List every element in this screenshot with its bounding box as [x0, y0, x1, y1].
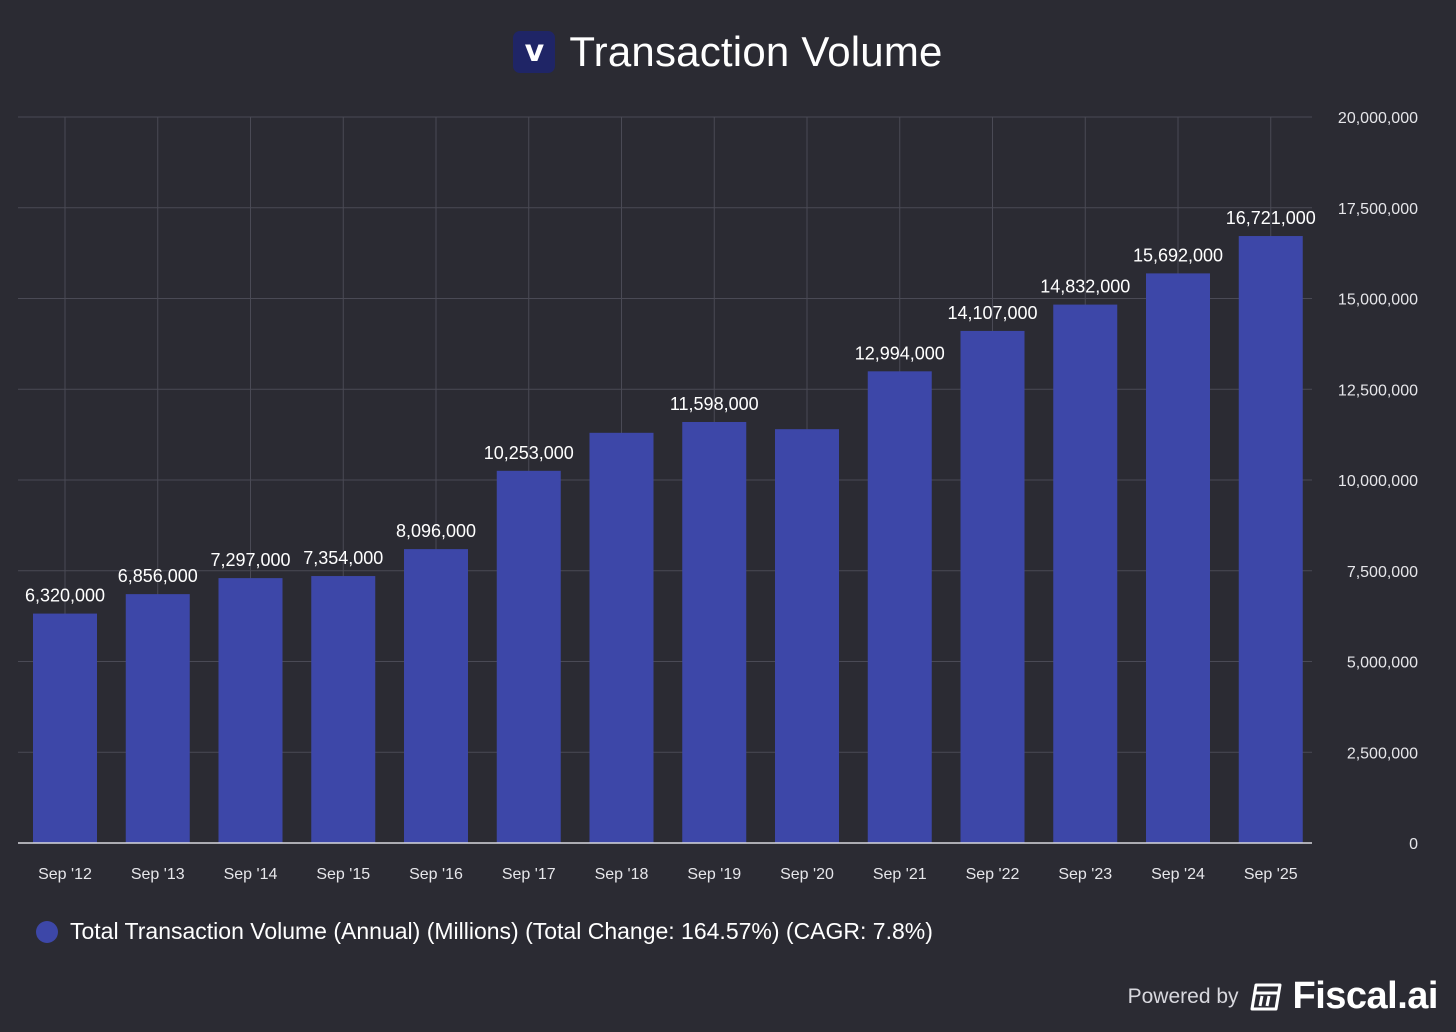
- bar: [496, 470, 561, 843]
- y-tick-label: 7,500,000: [1347, 564, 1418, 581]
- y-tick-label: 15,000,000: [1338, 292, 1418, 309]
- data-label: 7,354,000: [303, 548, 383, 568]
- bar: [1238, 236, 1303, 843]
- bar: [33, 613, 97, 843]
- data-label: 6,856,000: [118, 566, 198, 586]
- legend-label: Total Transaction Volume (Annual) (Milli…: [70, 918, 933, 944]
- brand-name: Fiscal.ai: [1292, 975, 1439, 1017]
- legend-swatch: [36, 920, 58, 943]
- data-label: 12,994,000: [855, 343, 945, 363]
- data-label: 6,320,000: [25, 586, 105, 606]
- bar: [682, 421, 747, 843]
- y-tick-label: 17,500,000: [1338, 201, 1418, 218]
- legend[interactable]: Total Transaction Volume (Annual) (Milli…: [36, 918, 933, 945]
- x-tick-label: Sep '15: [316, 866, 370, 883]
- x-tick-label: Sep '18: [595, 866, 649, 883]
- data-label: 14,107,000: [947, 303, 1037, 323]
- data-label: 10,253,000: [484, 443, 574, 463]
- data-label: 14,832,000: [1040, 277, 1130, 297]
- company-logo: v: [513, 31, 556, 73]
- bar: [311, 576, 376, 843]
- powered-by-text: Powered by: [1127, 984, 1239, 1008]
- bar: [775, 429, 839, 843]
- bar: [125, 594, 190, 843]
- data-label: 7,297,000: [210, 550, 290, 570]
- bar: [1053, 304, 1118, 843]
- bar: [404, 549, 468, 843]
- data-label: 16,721,000: [1226, 208, 1316, 228]
- y-tick-label: 12,500,000: [1338, 382, 1418, 399]
- x-tick-label: Sep '21: [873, 866, 927, 883]
- y-tick-label: 0: [1409, 836, 1418, 853]
- y-tick-label: 2,500,000: [1347, 745, 1418, 762]
- y-tick-label: 5,000,000: [1347, 655, 1418, 672]
- data-label: 11,598,000: [670, 394, 759, 414]
- x-tick-label: Sep '17: [502, 866, 556, 883]
- x-tick-label: Sep '12: [38, 866, 92, 883]
- x-tick-label: Sep '20: [780, 866, 834, 883]
- chart-header: v Transaction Volume: [0, 28, 1456, 76]
- bar: [218, 578, 283, 843]
- calculator-icon: [1250, 983, 1282, 1010]
- x-tick-label: Sep '24: [1151, 866, 1205, 883]
- x-tick-label: Sep '25: [1244, 866, 1298, 883]
- y-tick-label: 10,000,000: [1338, 473, 1418, 490]
- bar: [960, 330, 1025, 843]
- bar: [867, 371, 932, 843]
- x-tick-label: Sep '16: [409, 866, 463, 883]
- x-tick-label: Sep '14: [224, 866, 278, 883]
- x-tick-label: Sep '23: [1058, 866, 1112, 883]
- powered-by-footer[interactable]: Powered by Fiscal.ai: [1127, 975, 1439, 1018]
- bar-chart: 0 2,500,000 5,000,000 7,500,000 10,000,000 12…: [18, 110, 1418, 883]
- data-label: 8,096,000: [396, 521, 476, 541]
- x-tick-label: Sep '13: [131, 866, 185, 883]
- company-logo-letter: v: [524, 34, 545, 69]
- bar: [589, 432, 654, 843]
- chart-title: Transaction Volume: [569, 28, 943, 75]
- data-label: 15,692,000: [1133, 245, 1223, 265]
- x-tick-label: Sep '19: [687, 866, 741, 883]
- bar: [1146, 273, 1210, 844]
- x-tick-label: Sep '22: [966, 866, 1020, 883]
- y-tick-label: 20,000,000: [1338, 110, 1418, 127]
